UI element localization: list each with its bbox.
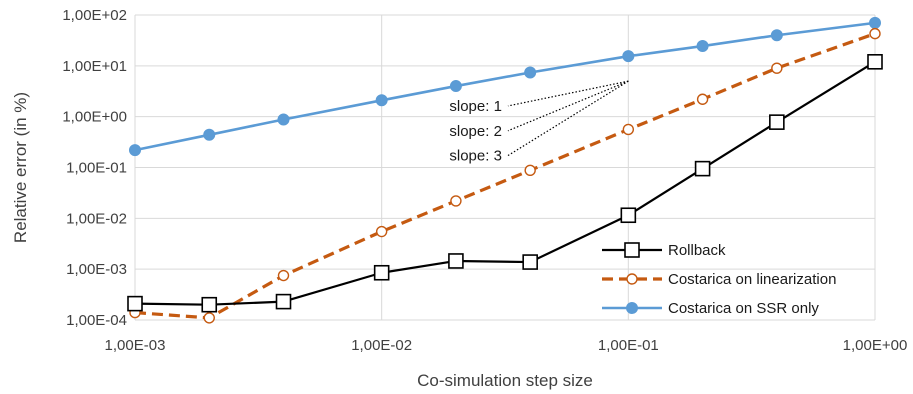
data-point-costarica-on-ssr-only: [696, 40, 709, 53]
data-point-costarica-on-linearization: [450, 195, 462, 207]
x-axis-title: Co-simulation step size: [417, 371, 593, 390]
data-point-rollback: [373, 264, 390, 281]
slope-2-reference-line: [507, 80, 629, 132]
data-point-costarica-on-linearization: [771, 62, 783, 74]
series-line-costarica-on-ssr-only: [134, 21, 876, 152]
data-point-costarica-on-linearization: [203, 312, 215, 324]
data-point-rollback: [769, 114, 785, 130]
slope-2-label: slope: 2: [449, 123, 502, 140]
y-tick-label: 1,00E-02: [66, 210, 127, 227]
legend-label: Costarica on linearization: [668, 271, 836, 288]
data-point-rollback: [620, 207, 637, 224]
series-rollback: [127, 54, 883, 313]
y-tick-label: 1,00E-04: [66, 312, 127, 329]
annotation-layer: slope: 1 slope: 2 slope: 3: [449, 80, 629, 165]
x-tick-label: 1,00E-03: [105, 337, 166, 354]
data-point-costarica-on-ssr-only: [622, 50, 635, 63]
series-layer: [127, 16, 883, 324]
data-point-costarica-on-ssr-only: [375, 94, 388, 107]
legend: Rollback Costarica on linearization Costar…: [602, 242, 836, 317]
data-point-costarica-on-linearization: [622, 123, 635, 136]
y-tick-label: 1,00E+01: [62, 58, 127, 75]
legend-swatch-marker: [624, 242, 640, 258]
data-point-rollback: [127, 295, 143, 312]
data-point-rollback: [867, 54, 883, 70]
x-tick-label: 1,00E-02: [351, 337, 412, 354]
data-point-costarica-on-ssr-only: [449, 80, 462, 93]
data-point-rollback: [522, 254, 538, 270]
data-point-costarica-on-ssr-only: [869, 16, 881, 29]
slope-1-reference-line: [507, 80, 629, 107]
legend-item-rollback: Rollback: [602, 242, 726, 259]
data-point-rollback: [448, 253, 464, 269]
legend-label: Rollback: [668, 242, 726, 259]
y-tick-label: 1,00E-03: [66, 261, 127, 278]
data-point-costarica-on-linearization: [277, 269, 290, 282]
series-line-costarica-on-linearization: [134, 32, 876, 320]
data-point-costarica-on-ssr-only: [203, 128, 216, 141]
slope-3-label: slope: 3: [449, 148, 502, 165]
legend-label: Costarica on SSR only: [668, 300, 819, 317]
x-tick-label: 1,00E+00: [843, 337, 908, 354]
data-point-costarica-on-linearization: [524, 164, 536, 177]
legend-swatch-marker: [626, 302, 638, 314]
data-point-costarica-on-ssr-only: [770, 29, 783, 42]
data-point-rollback: [694, 160, 711, 177]
data-point-rollback: [201, 296, 218, 313]
y-tick-label: 1,00E+02: [62, 7, 127, 24]
y-tick-label: 1,00E-01: [66, 160, 127, 177]
slope-1-label: slope: 1: [449, 98, 502, 115]
data-point-costarica-on-ssr-only: [524, 66, 537, 79]
data-point-costarica-on-linearization: [375, 225, 388, 238]
legend-item-costarica-on-linearization: Costarica on linearization: [602, 271, 836, 288]
legend-item-costarica-on-ssr-only: Costarica on SSR only: [602, 300, 819, 317]
legend-swatch-marker: [626, 273, 638, 285]
data-point-rollback: [275, 293, 292, 310]
series-line-rollback: [134, 60, 876, 306]
data-point-costarica-on-ssr-only: [277, 113, 290, 126]
y-tick-label: 1,00E+00: [62, 109, 127, 126]
x-tick-label: 1,00E-01: [598, 337, 659, 354]
series-costarica-on-ssr-only: [129, 16, 881, 157]
data-point-costarica-on-linearization: [696, 93, 709, 105]
data-point-costarica-on-linearization: [869, 27, 881, 40]
y-axis-title: Relative error (in %): [11, 92, 30, 243]
axis-layer: 1,00E-04 1,00E-03 1,00E-02 1,00E-01 1,00E+00…: [62, 7, 907, 354]
slope-3-reference-line: [507, 80, 629, 157]
data-point-costarica-on-ssr-only: [129, 144, 141, 157]
